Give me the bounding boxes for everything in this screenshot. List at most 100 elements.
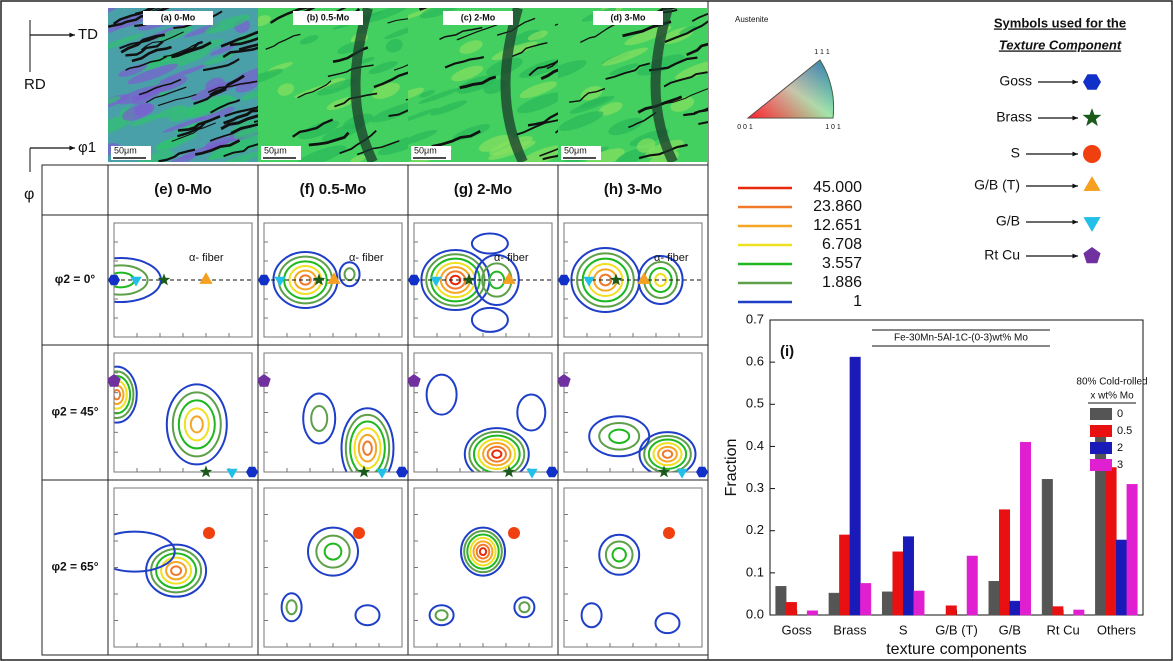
- grain-boundary: [540, 68, 558, 81]
- grain-boundary: [207, 80, 258, 94]
- grain-boundary: [528, 59, 558, 77]
- grain: [108, 115, 134, 136]
- y-tick-label: 0.6: [746, 354, 764, 369]
- legend-label: 0: [1117, 408, 1123, 420]
- odf-cell: [107, 352, 258, 479]
- micrograph-image: [408, 8, 558, 162]
- odf-contours: [580, 533, 681, 635]
- micrograph-title: (c) 2-Mo: [461, 12, 496, 22]
- grain-boundary: [686, 42, 708, 57]
- grain-boundary: [158, 148, 196, 162]
- grain-boundary: [177, 119, 211, 138]
- bar: [1052, 606, 1064, 616]
- grain-boundary: [656, 8, 678, 14]
- odf-cell: [413, 487, 553, 648]
- grain-boundary: [194, 139, 241, 156]
- grain-boundary: [223, 109, 258, 125]
- scale-label: 50μm: [114, 145, 137, 155]
- rtcu-symbol: [257, 374, 271, 387]
- bar: [988, 581, 1000, 616]
- contour: [177, 399, 216, 450]
- contour: [463, 427, 530, 472]
- symbol-arrow-head: [1072, 219, 1078, 225]
- x-tick-label: Rt Cu: [1046, 622, 1079, 637]
- grain: [636, 138, 656, 153]
- contour: [349, 420, 386, 472]
- contour: [647, 438, 688, 470]
- contour: [472, 540, 494, 563]
- micrograph-title: (d) 3-Mo: [611, 12, 646, 22]
- odf-cell: α- fiber: [258, 222, 403, 338]
- y-tick-label: 0.2: [746, 522, 764, 537]
- grain: [162, 116, 206, 133]
- band: [650, 8, 678, 162]
- contour: [183, 407, 210, 442]
- bar: [913, 590, 925, 616]
- s-symbol: [353, 527, 365, 539]
- contour: [469, 536, 497, 567]
- scale-box: [261, 146, 301, 160]
- legend-title: x wt% Mo: [1090, 391, 1134, 402]
- legend-swatch: [1090, 425, 1112, 437]
- grain-boundary: [628, 111, 657, 129]
- band: [350, 8, 378, 162]
- gbt-symbol: [199, 272, 213, 284]
- gbt-symbol: [1083, 176, 1101, 191]
- grain-boundary: [125, 40, 164, 57]
- legend-title: 80% Cold-rolled: [1076, 377, 1147, 388]
- grain: [154, 137, 183, 152]
- contour: [362, 440, 373, 456]
- grain-boundary: [698, 120, 708, 125]
- grain-boundary: [108, 14, 143, 29]
- contour: [285, 599, 298, 616]
- symbols-title: Symbols used for the: [994, 15, 1126, 30]
- grain: [183, 94, 233, 117]
- grain-boundary: [662, 88, 708, 105]
- x-tick-label: S: [899, 622, 908, 637]
- grain-boundary: [163, 41, 202, 58]
- bar: [966, 555, 978, 616]
- contour: [114, 530, 176, 573]
- bar: [892, 551, 904, 616]
- grain: [130, 113, 161, 127]
- grain: [429, 100, 468, 116]
- grain: [127, 63, 178, 85]
- odf-contours: [588, 415, 697, 472]
- x-tick-label: Others: [1097, 622, 1137, 637]
- y-tick-label: 0.0: [746, 606, 764, 621]
- contour: [280, 592, 303, 623]
- symbol-arrow-head: [1072, 115, 1078, 121]
- contour: [344, 413, 391, 472]
- grain-boundary: [393, 64, 408, 71]
- grain-boundary: [569, 87, 606, 103]
- odf-row-label: φ2 = 0°: [55, 272, 96, 286]
- brass-symbol: [462, 273, 476, 286]
- grain: [317, 78, 357, 96]
- grain: [451, 65, 484, 82]
- grain-boundary: [157, 93, 197, 107]
- grain: [670, 96, 695, 112]
- grain-boundary: [220, 114, 258, 131]
- grain: [122, 103, 155, 121]
- bar: [849, 356, 861, 616]
- contour-legend-label: 3.557: [822, 255, 862, 272]
- odf-cell: α- fiber: [108, 222, 253, 338]
- brass-symbol: [312, 273, 326, 286]
- label-box: [293, 11, 363, 25]
- contour: [478, 547, 488, 557]
- grain-boundary: [580, 23, 616, 43]
- micrograph: (d) 3-Mo 50μm: [558, 8, 708, 162]
- contour: [598, 533, 641, 576]
- odf-contours: [114, 365, 228, 466]
- goss-symbol: [558, 274, 570, 286]
- x-tick-label: G/B: [999, 622, 1021, 637]
- goss-symbol: [396, 466, 408, 478]
- gb-symbol: [226, 468, 238, 479]
- grain-boundary: [131, 45, 172, 63]
- contour: [165, 561, 188, 581]
- contour: [470, 306, 509, 333]
- grain: [299, 35, 319, 45]
- grain-boundary: [238, 43, 258, 52]
- grain: [419, 8, 465, 19]
